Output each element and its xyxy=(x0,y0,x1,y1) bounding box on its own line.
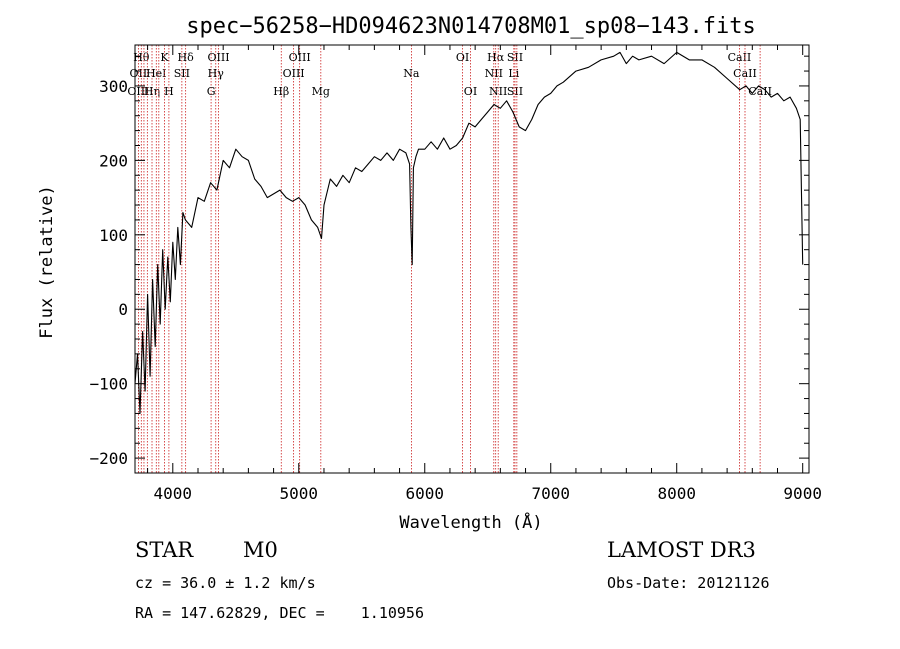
x-axis: 4000 5000 6000 7000 8000 9000 xyxy=(147,45,822,503)
line-marker-label: K xyxy=(160,51,169,64)
line-marker-label: Hβ xyxy=(273,85,289,98)
coordinates: RA = 147.62829, DEC = 1.10956 xyxy=(135,604,424,622)
line-marker-label: SII xyxy=(507,85,523,98)
spectral-subclass: M0 xyxy=(243,538,278,562)
line-marker-label: Mg xyxy=(312,85,330,98)
line-marker-label: OIII xyxy=(289,51,311,64)
line-marker-label: OI xyxy=(456,51,469,64)
line-marker-label: OII xyxy=(130,67,148,80)
line-marker-label: Hθ xyxy=(133,51,150,64)
x-tick-label: 7000 xyxy=(531,484,570,503)
y-axis: −200 −100 0 100 200 300 xyxy=(89,55,809,468)
y-tick-label: −100 xyxy=(89,375,128,394)
line-marker-label: H xyxy=(164,85,174,98)
observation-date: Obs-Date: 20121126 xyxy=(607,574,770,592)
y-tick-label: 200 xyxy=(99,151,128,170)
line-marker-label: Hα xyxy=(487,51,505,64)
y-tick-label: 300 xyxy=(99,77,128,96)
chart-title: spec−56258−HD094623N014708M01_sp08−143.f… xyxy=(186,14,756,39)
line-marker-label: CaII xyxy=(733,67,757,80)
y-tick-label: 100 xyxy=(99,226,128,245)
line-marker-label: SII xyxy=(174,67,190,80)
line-marker-label: Na xyxy=(403,67,420,80)
survey-name: LAMOST DR3 xyxy=(607,538,756,562)
line-marker-label: Li xyxy=(508,67,519,80)
x-tick-label: 8000 xyxy=(657,484,696,503)
spectral-line-markers: OIIOIIIHθHηHeIKHSIIHδGHγOIIIHβOIIIOIIIMg… xyxy=(127,45,772,473)
line-marker-label: OIII xyxy=(283,67,305,80)
y-axis-label: Flux (relative) xyxy=(37,185,57,339)
line-marker-label: OIII xyxy=(207,51,229,64)
x-axis-label: Wavelength (Å) xyxy=(399,511,542,533)
object-class: STAR xyxy=(135,538,194,562)
line-marker-label: CaII xyxy=(748,85,772,98)
plot-frame xyxy=(134,44,810,474)
x-tick-label: 6000 xyxy=(405,484,444,503)
x-tick-label: 9000 xyxy=(783,484,822,503)
redshift-value: cz = 36.0 ± 1.2 km/s xyxy=(135,574,316,592)
line-marker-label: Hδ xyxy=(178,51,195,64)
line-marker-label: SII xyxy=(507,51,523,64)
line-marker-label: CaII xyxy=(728,51,752,64)
x-tick-label: 5000 xyxy=(280,484,319,503)
y-tick-label: 0 xyxy=(118,300,128,319)
flux-line xyxy=(134,51,804,415)
line-marker-label: HeI xyxy=(146,67,166,80)
line-marker-label: NII xyxy=(489,85,507,98)
line-marker-label: Hη xyxy=(144,85,160,98)
x-tick-label: 4000 xyxy=(154,484,193,503)
line-marker-label: Hγ xyxy=(208,67,225,80)
flux-series xyxy=(134,51,804,415)
line-marker-label: NII xyxy=(485,67,503,80)
line-marker-label: G xyxy=(207,85,216,98)
line-marker-label: OI xyxy=(464,85,477,98)
y-tick-label: −200 xyxy=(89,449,128,468)
